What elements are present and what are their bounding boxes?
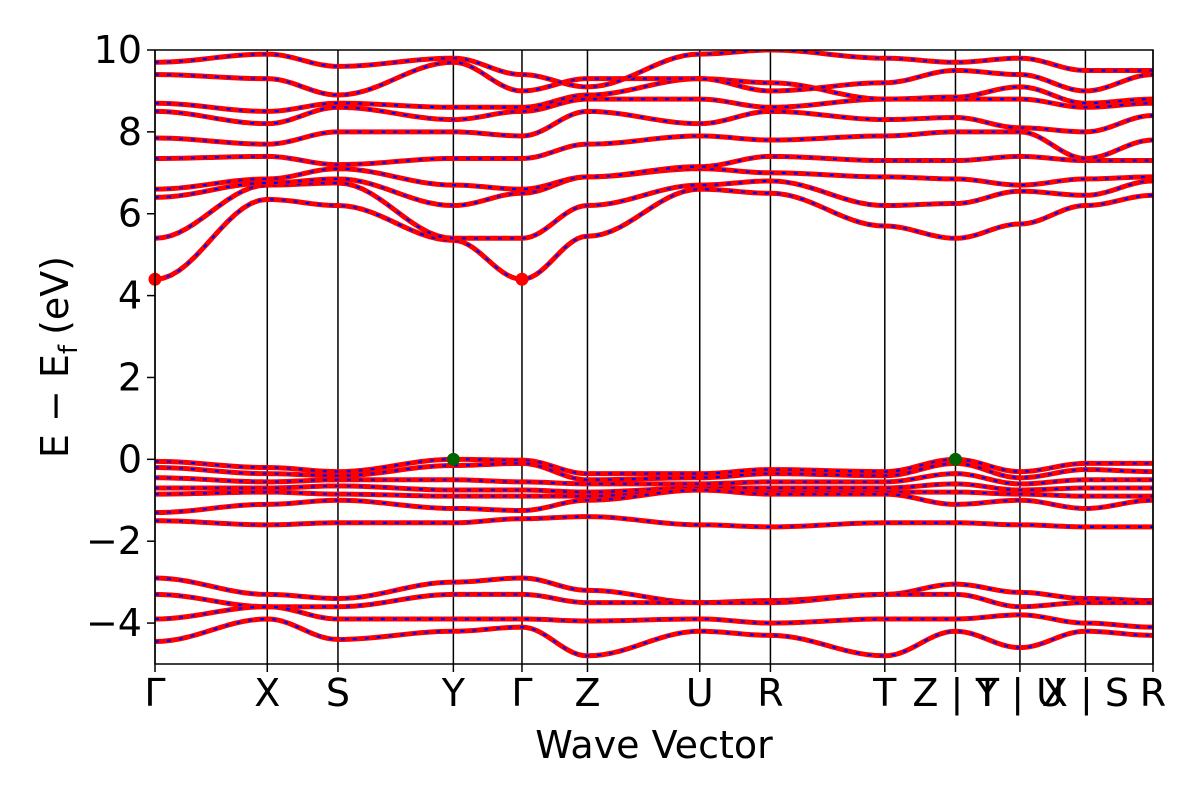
- band-line-dash: [155, 488, 1153, 514]
- band-line: [155, 178, 1153, 241]
- band-line-dash: [155, 482, 1153, 494]
- band-line-dash: [155, 130, 1153, 166]
- extrema-markers: [148, 272, 962, 466]
- kpoint-label: Z | Y: [912, 671, 999, 716]
- band-line-dash: [155, 50, 1153, 88]
- y-tick-label: 8: [118, 110, 142, 154]
- y-tick-label: 4: [118, 274, 142, 318]
- y-tick-label: 10: [94, 28, 142, 72]
- y-tick-label: 2: [118, 355, 142, 399]
- band-line-dash: [155, 458, 1153, 475]
- y-axis-title: E − Ef (eV): [33, 256, 84, 458]
- band-line: [155, 604, 1153, 630]
- plot-frame: [154, 49, 1154, 665]
- y-axis-title-subscript: f: [54, 344, 84, 354]
- kpoint-label: Γ: [144, 671, 165, 715]
- band-line-dash: [155, 462, 1153, 481]
- x-axis-title: Wave Vector: [535, 723, 773, 767]
- band-line: [155, 59, 1153, 98]
- y-axis-title-main: E − E: [33, 354, 77, 458]
- band-line-dash: [155, 77, 1153, 113]
- band-line-dash: [155, 179, 1153, 240]
- kpoint-label: X: [254, 671, 280, 715]
- cbm-marker: [515, 272, 529, 286]
- kpoint-label: U: [686, 671, 714, 715]
- band-line: [155, 153, 1153, 192]
- kpoint-label: Z: [574, 671, 600, 715]
- band-line-dash: [155, 605, 1153, 629]
- band-line: [155, 186, 1153, 282]
- band-line-dash: [155, 617, 1153, 657]
- kpoint-label: S: [326, 671, 350, 715]
- kpoint-dividers: [154, 50, 1154, 664]
- y-tick-label: −2: [86, 519, 142, 563]
- band-line: [155, 616, 1153, 659]
- band-line-dash: [155, 593, 1153, 608]
- kpoint-label: R: [757, 671, 783, 715]
- y-axis-title-unit: (eV): [33, 256, 77, 335]
- band-line: [155, 96, 1153, 127]
- kpoint-label: X | S: [1042, 671, 1129, 716]
- band-line: [155, 76, 1153, 114]
- band-line-dash: [155, 472, 1153, 485]
- kpoint-label: Y: [441, 671, 466, 715]
- kpoint-label: Γ: [511, 671, 532, 715]
- band-line-dash: [155, 110, 1153, 146]
- band-line: [155, 456, 1153, 477]
- y-tick-label: −4: [86, 601, 142, 645]
- band-lines: [155, 50, 1153, 659]
- vbm-marker: [446, 452, 460, 466]
- kpoint-label: T | U: [975, 671, 1064, 716]
- y-tick-label: 6: [118, 192, 142, 236]
- kpoint-label: T: [872, 671, 897, 715]
- band-line-dash: [155, 488, 1153, 498]
- y-axis-ticks: −4 −2 0 2 4 6 8 10: [86, 28, 155, 645]
- band-line: [155, 514, 1153, 530]
- vbm-marker: [948, 452, 962, 466]
- y-tick-label: 0: [118, 437, 142, 481]
- band-line-dash: [155, 515, 1153, 528]
- band-line: [155, 50, 1153, 90]
- kpoint-label: R: [1140, 671, 1166, 715]
